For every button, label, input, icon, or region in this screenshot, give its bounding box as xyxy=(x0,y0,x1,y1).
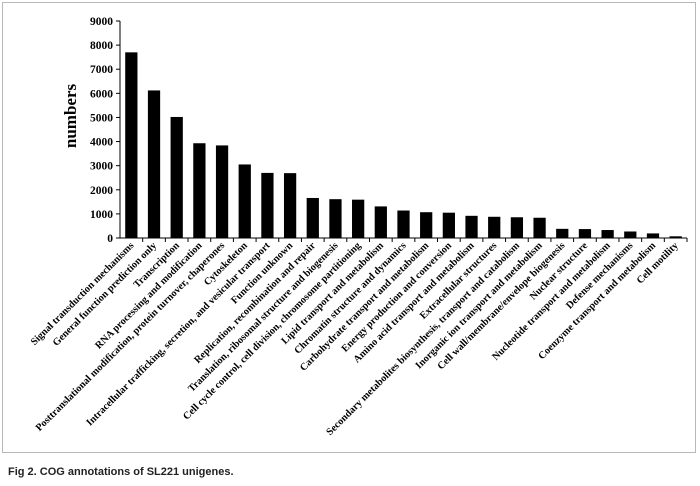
y-tick-label: 1000 xyxy=(90,209,113,221)
bar xyxy=(329,199,342,238)
bar xyxy=(442,212,455,238)
bar xyxy=(510,217,524,238)
y-tick-label: 8000 xyxy=(90,40,113,52)
bar xyxy=(147,90,161,238)
chart-frame: 0 1000 2000 3000 4000 5000 6000 7000 8000 9000 Sig… xyxy=(2,2,696,453)
bar xyxy=(420,212,433,238)
bar-chart: 0100020003000400050006000700080009000Sig… xyxy=(29,16,688,438)
bar xyxy=(261,172,274,238)
bar xyxy=(170,116,183,238)
plot-area: 0100020003000400050006000700080009000Sig… xyxy=(29,16,688,438)
y-tick-label: 6000 xyxy=(90,88,113,100)
y-tick-label: 3000 xyxy=(90,161,113,173)
bar xyxy=(125,52,138,238)
bar xyxy=(283,173,297,238)
bar xyxy=(578,229,592,238)
bar xyxy=(669,236,682,238)
y-tick-label: 7000 xyxy=(90,64,113,76)
bar xyxy=(601,230,614,238)
y-tick-label: 4000 xyxy=(90,137,113,149)
y-tick-label: 2000 xyxy=(90,185,113,197)
figure-caption: Fig 2. COG annotations of SL221 unigenes… xyxy=(8,466,234,478)
bar xyxy=(238,164,251,238)
bar xyxy=(624,231,637,238)
bar xyxy=(352,199,365,238)
bar xyxy=(215,145,229,238)
bar xyxy=(556,228,569,238)
y-tick-label: 5000 xyxy=(90,112,113,124)
bar xyxy=(533,217,546,238)
bar xyxy=(646,233,660,238)
y-tick-label: 9000 xyxy=(90,16,113,28)
bar xyxy=(465,215,478,238)
bar xyxy=(374,206,387,238)
bar xyxy=(193,143,206,238)
bar xyxy=(306,197,319,238)
y-tick-label: 0 xyxy=(107,233,113,245)
bar xyxy=(397,210,410,238)
bar xyxy=(488,216,501,238)
y-axis-title: numbers xyxy=(61,84,80,149)
